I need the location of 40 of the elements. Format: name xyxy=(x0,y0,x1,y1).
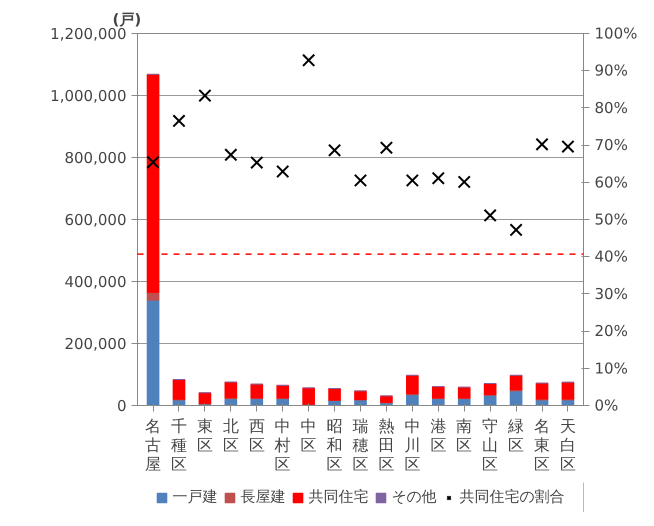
y2-tick-label: 20% xyxy=(594,322,628,340)
x-tick-label: 千種区 xyxy=(170,416,187,474)
legend-label: 長屋建 xyxy=(240,488,286,506)
x-tick-label: 昭和区 xyxy=(326,416,343,474)
y2-tick-label: 90% xyxy=(594,62,628,80)
x-tick-label: 東区 xyxy=(196,416,213,454)
y-tick-label: 800,000 xyxy=(64,149,126,167)
x-tick-label: 守山区 xyxy=(482,416,498,474)
x-tick-label: 緑区 xyxy=(507,416,524,454)
x-tick-label: 天白区 xyxy=(560,416,576,474)
x-tick-label: 北区 xyxy=(222,416,239,454)
x-tick-label: 熱田区 xyxy=(378,416,394,474)
y2-tick-label: 100% xyxy=(594,24,638,42)
x-tick-label: 港区 xyxy=(430,416,446,454)
y2-tick-label: 60% xyxy=(594,173,628,192)
y2-tick-label: 70% xyxy=(594,136,628,154)
x-tick-label: 名東区 xyxy=(534,416,550,474)
x-tick-label: 西区 xyxy=(248,416,265,454)
y2-tick-label: 50% xyxy=(594,210,628,228)
x-tick-label: 南区 xyxy=(456,416,472,454)
y2-tick-label: 80% xyxy=(594,98,628,117)
legend-label: 共同住宅の割合 xyxy=(460,488,564,506)
legend-label: 共同住宅 xyxy=(308,488,368,506)
y2-tick-label: 40% xyxy=(594,248,628,266)
y-tick-label: 0 xyxy=(116,397,127,415)
y2-tick-label: 10% xyxy=(594,359,628,378)
y-axis-title: (戸) xyxy=(112,10,142,28)
x-tick-label: 瑞穂区 xyxy=(352,416,368,474)
y2-tick-label: 0% xyxy=(594,396,618,414)
y2-tick-label: 30% xyxy=(594,284,628,303)
y-tick-label: 400,000 xyxy=(64,273,126,291)
y-tick-label: 1,000,000 xyxy=(50,87,127,105)
x-tick-label: 中川区 xyxy=(404,416,420,474)
y-tick-label: 600,000 xyxy=(64,211,126,229)
legend-label: その他 xyxy=(392,488,436,506)
legend-label: 一戸建 xyxy=(172,488,218,506)
x-tick-label: 中区 xyxy=(300,416,317,454)
x-tick-label: 中村区 xyxy=(274,416,291,474)
y-tick-label: 200,000 xyxy=(64,335,126,353)
x-tick-label: 名古屋 xyxy=(145,416,162,474)
